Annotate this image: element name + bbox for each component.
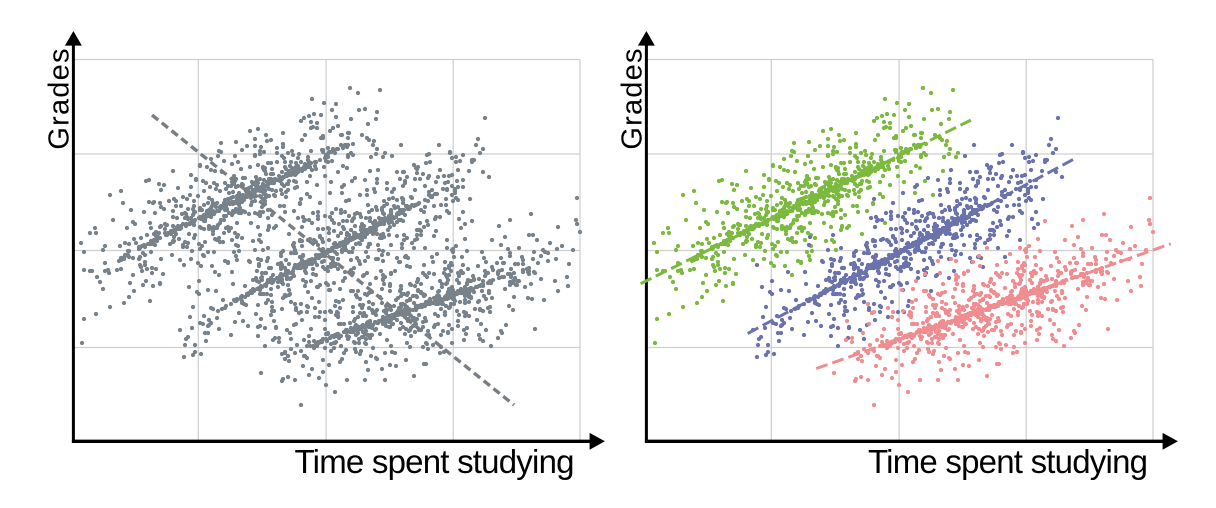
svg-text:Grades: Grades <box>44 47 76 149</box>
svg-text:Grades: Grades <box>617 47 649 149</box>
svg-text:Time spent studying: Time spent studying <box>868 443 1148 480</box>
svg-text:Time spent studying: Time spent studying <box>295 443 575 480</box>
